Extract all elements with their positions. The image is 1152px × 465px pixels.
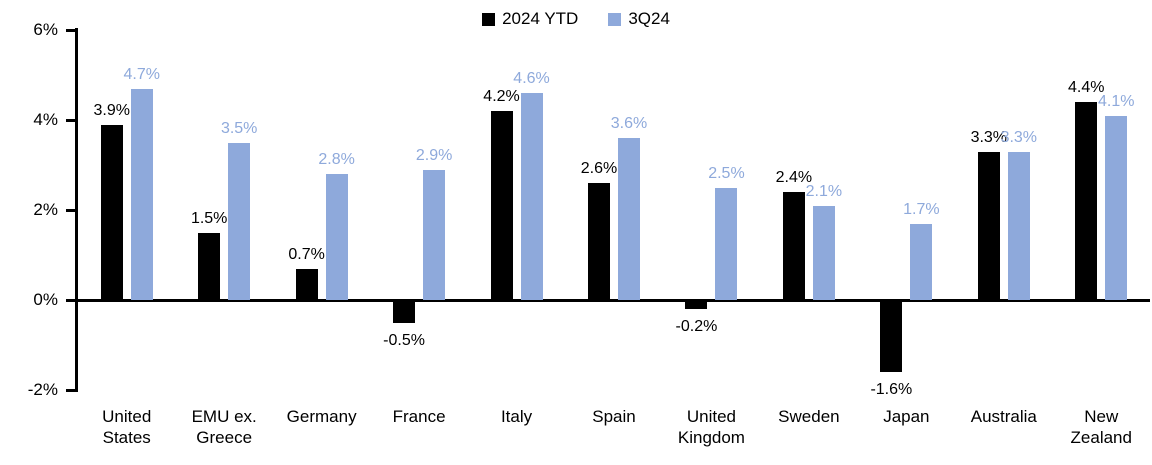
category-column: 3.9% 4.7%	[78, 30, 175, 405]
legend-item-2024-ytd: 2024 YTD	[482, 9, 578, 29]
category-column: -1.6% 1.7%	[858, 30, 955, 405]
bar-value-label: -0.5%	[383, 331, 425, 349]
category-label: New Zealand	[1070, 407, 1132, 447]
bar-3q24	[325, 174, 348, 300]
bar-value-label: 2.4%	[775, 169, 813, 186]
zero-baseline	[75, 299, 1150, 302]
category-column: 4.4% 4.1%	[1053, 30, 1150, 405]
bar-value-label: 4.7%	[123, 65, 160, 83]
bar-3q24	[228, 142, 251, 300]
bar-value-label: 3.5%	[220, 119, 258, 137]
bar-value-label: -0.2%	[675, 318, 718, 335]
category-column: 3.3% 3.3%	[955, 30, 1052, 405]
bar-3q24	[812, 205, 835, 300]
bar-value-label: 2.8%	[318, 151, 355, 168]
bar-2024-ytd	[880, 300, 903, 372]
y-tick-label-neg2: -2%	[27, 380, 58, 399]
bar-value-label: 4.2%	[483, 88, 520, 105]
bar-2024-ytd	[1075, 102, 1098, 300]
bar-value-label: 3.3%	[1000, 128, 1038, 146]
category-label: Japan	[883, 407, 930, 426]
y-tick-label-0: 0%	[33, 290, 58, 309]
bar-3q24	[715, 187, 738, 300]
bar-2024-ytd	[977, 151, 1000, 300]
y-tick-mark	[66, 389, 75, 392]
bar-value-label: 4.4%	[1068, 79, 1105, 96]
legend-item-3q24: 3Q24	[608, 9, 670, 29]
bar-2024-ytd	[490, 111, 513, 300]
category-column: 1.5% 3.5%	[175, 30, 272, 405]
bar-3q24	[130, 88, 153, 300]
bar-value-label: 3.6%	[610, 115, 648, 132]
category-column: 2.4% 2.1%	[760, 30, 857, 405]
legend: 2024 YTD 3Q24	[0, 9, 1152, 29]
bar-3q24	[423, 169, 446, 300]
bar-value-label: 1.7%	[903, 200, 940, 218]
category-label: United States	[102, 407, 152, 447]
bar-value-label: 2.9%	[415, 146, 453, 164]
y-tick-mark	[66, 29, 75, 32]
bar-3q24	[1007, 151, 1030, 300]
legend-label-3q24: 3Q24	[628, 9, 670, 28]
category-column: 0.7% 2.8%	[273, 30, 370, 405]
category-column: 4.2% 4.6%	[468, 30, 565, 405]
bar-3q24	[1105, 115, 1128, 300]
y-tick-label-4: 4%	[33, 110, 58, 129]
bar-3q24	[617, 138, 640, 300]
bar-value-label: 3.9%	[93, 101, 130, 119]
bar-value-label: 1.5%	[190, 209, 228, 227]
bar-value-label: 2.1%	[805, 182, 843, 200]
legend-swatch-3q24	[608, 12, 622, 26]
legend-swatch-2024-ytd	[482, 12, 496, 26]
bar-value-label: 0.7%	[288, 245, 325, 263]
y-tick-label-2: 2%	[33, 200, 58, 219]
bar-3q24	[520, 93, 543, 300]
y-axis-line	[75, 28, 78, 392]
category-label: Australia	[970, 407, 1037, 426]
bar-2024-ytd	[782, 192, 805, 300]
bar-value-label: 4.6%	[513, 70, 550, 87]
bar-2024-ytd	[393, 300, 416, 323]
y-tick-mark	[66, 119, 75, 122]
bar-2024-ytd	[198, 232, 221, 300]
y-tick-label-6: 6%	[33, 20, 58, 39]
legend-label-2024-ytd: 2024 YTD	[502, 9, 579, 28]
bar-value-label: 3.3%	[970, 128, 1008, 146]
bar-2024-ytd	[685, 300, 708, 309]
category-label: EMU ex. Greece	[191, 407, 257, 447]
bar-value-label: 2.6%	[580, 160, 618, 177]
bar-value-label: 2.5%	[708, 164, 745, 182]
bar-value-label: 4.1%	[1098, 92, 1135, 110]
category-label: Italy	[500, 407, 533, 426]
bar-value-label: -1.6%	[870, 381, 913, 398]
bars-area: 3.9% 4.7% 1.5% 3.5% 0.7% 2.8% -0.5% 2.9% 4.2% 4.6…	[78, 30, 1150, 405]
bar-2024-ytd	[295, 268, 318, 300]
category-axis: United States EMU ex. Greece Germany France…	[78, 406, 1150, 448]
y-tick-mark	[66, 209, 75, 212]
category-label: Germany	[286, 407, 357, 426]
bar-3q24	[910, 223, 933, 300]
category-column: -0.2% 2.5%	[663, 30, 760, 405]
category-label: United Kingdom	[677, 407, 745, 447]
bar-2024-ytd	[100, 124, 123, 300]
category-label: Spain	[592, 407, 636, 426]
category-column: 2.6% 3.6%	[565, 30, 662, 405]
y-tick-mark	[66, 299, 75, 302]
category-column: -0.5% 2.9%	[370, 30, 467, 405]
bar-2024-ytd	[587, 183, 610, 300]
category-label: France	[392, 407, 446, 426]
category-label: Sweden	[778, 407, 840, 426]
